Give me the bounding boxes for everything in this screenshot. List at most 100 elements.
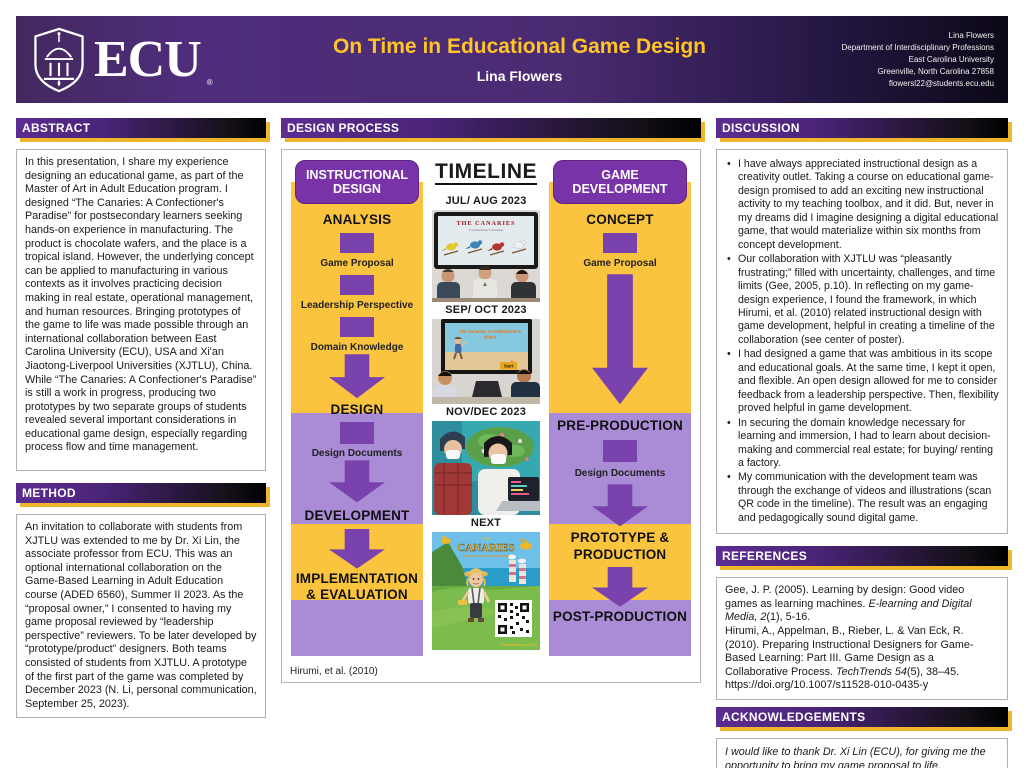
start-button-label: Start: [504, 364, 514, 369]
canary-birds: [441, 240, 527, 252]
step-domain-knowledge: Domain Knowledge: [310, 342, 404, 354]
down-arrow-long-icon: [592, 274, 648, 405]
beach-character: [453, 337, 467, 360]
flow-connector: [340, 422, 374, 445]
down-arrow-icon: [592, 566, 648, 607]
down-arrow-icon: [329, 460, 385, 503]
method-heading: METHOD: [16, 483, 266, 503]
timeline-photo-nov-dec: [432, 421, 540, 516]
discussion-bullet: I have always appreciated instructional …: [725, 158, 999, 252]
timeline-title: TIMELINE: [435, 160, 537, 186]
contact-name: Lina Flowers: [948, 30, 994, 40]
timeline: TIMELINE JUL/ AUG 2023 THE CANARIES A Co…: [427, 160, 545, 652]
poster-credit: ©LinaFlowers 2023: [501, 642, 538, 647]
instructional-design-flow: INSTRUCTIONAL DESIGN ANALYSIS Game Propo…: [291, 160, 423, 656]
canary-bird: [440, 535, 532, 550]
screen-title: THE CANARIES: [457, 220, 516, 227]
poster-body: ABSTRACT In this presentation, I share m…: [16, 118, 1008, 768]
screen-subtitle: A Confectioner's Paradise: [469, 228, 504, 232]
flow-connector: [340, 275, 374, 296]
timeline-date-2: SEP/ OCT 2023: [445, 304, 527, 317]
down-arrow-icon: [329, 354, 385, 399]
instructional-design-badge: INSTRUCTIONAL DESIGN: [295, 160, 419, 204]
reference-entry: Gee, J. P. (2005). Learning by design: G…: [725, 584, 972, 624]
start-button: [500, 362, 517, 370]
references-heading: REFERENCES: [716, 546, 1008, 567]
poster-title-main: CANARIES: [457, 542, 514, 554]
laptop: [496, 477, 540, 512]
phase-prototype-production: PROTOTYPE & PRODUCTION: [570, 530, 670, 562]
ecu-logo-text: ECU: [94, 30, 202, 88]
timeline-photo-sep-oct: The Canaries: A Confectioner's Island St…: [432, 319, 540, 405]
phase-pre-production: PRE-PRODUCTION: [557, 418, 683, 434]
discussion-bullet: I had designed a game that was ambitious…: [725, 348, 999, 415]
acknowledgements-heading: ACKNOWLEDGEMENTS: [716, 706, 1008, 727]
poster-header: ECU ® On Time in Educational Game Design…: [16, 16, 1008, 103]
phase-analysis: ANALYSIS: [322, 212, 392, 227]
right-column: DISCUSSION I have always appreciated ins…: [716, 118, 1008, 768]
contact-department: Department of Interdisciplinary Professi…: [841, 42, 994, 52]
registered-mark: ®: [206, 77, 213, 87]
contact-block: Lina Flowers Department of Interdiscipli…: [809, 30, 994, 90]
discussion-bullet: In securing the domain knowledge necessa…: [725, 417, 999, 471]
phase-post-production: POST-PRODUCTION: [552, 608, 688, 624]
phase-implementation-evaluation: IMPLEMENTATION & EVALUATION: [295, 570, 419, 602]
screen-title-line2: Island: [484, 335, 497, 340]
phase-development: DEVELOPMENT: [304, 508, 410, 524]
poster-title: On Time in Educational Game Design: [332, 35, 707, 58]
qr-code: [495, 600, 532, 638]
timeline-date-1: JUL/ AUG 2023: [445, 195, 527, 208]
screen-title-line1: The Canaries: A Confectioner's: [459, 329, 522, 334]
people: [432, 266, 540, 303]
poster-subtitle: A CONFECTIONER'S PARADISE: [463, 554, 509, 558]
contact-university: East Carolina University: [908, 54, 994, 64]
discussion-heading: DISCUSSION: [716, 118, 1008, 138]
timeline-photo-jul-aug: THE CANARIES A Confectioner's Paradise: [432, 210, 540, 303]
middle-column: DESIGN PROCESS INSTRUCTIONAL DESIGN ANAL…: [281, 118, 701, 768]
timeline-date-3: NOV/DEC 2023: [445, 406, 527, 419]
abstract-panel: In this presentation, I share my experie…: [16, 149, 266, 471]
poster-title-the: THE: [482, 536, 490, 541]
contact-email: flowersl22@students.ecu.edu: [888, 78, 994, 88]
discussion-bullets: I have always appreciated instructional …: [725, 158, 999, 525]
design-process-panel: INSTRUCTIONAL DESIGN ANALYSIS Game Propo…: [281, 149, 701, 683]
reference-entry: Hirumi, A., Appelman, B., Rieber, L. & V…: [725, 625, 974, 692]
discussion-bullet: My communication with the development te…: [725, 471, 999, 525]
design-process-heading: DESIGN PROCESS: [281, 118, 701, 138]
step-design-documents: Design Documents: [574, 468, 666, 480]
discussion-bullet: Our collaboration with XJTLU was “pleasa…: [725, 253, 999, 347]
flow-connector: [340, 233, 374, 254]
discussion-panel: I have always appreciated instructional …: [716, 149, 1008, 535]
game-development-badge: GAME DEVELOPMENT: [553, 160, 687, 204]
flow-connector: [603, 440, 637, 463]
step-game-proposal: Game Proposal: [583, 258, 657, 270]
people: [432, 369, 540, 405]
header-title-block: On Time in Educational Game Design Lina …: [230, 35, 809, 84]
flow-connector: [340, 317, 374, 338]
references-panel: Gee, J. P. (2005). Learning by design: G…: [716, 577, 1008, 700]
abstract-heading: ABSTRACT: [16, 118, 266, 138]
ecu-logo: ECU ®: [30, 27, 230, 93]
framework-caption: Hirumi, et al. (2010): [290, 666, 378, 677]
candy-factory: [508, 554, 526, 585]
game-poster-next: THE CANARIES A CONFECTIONER'S PARADISE: [432, 532, 540, 651]
contact-city: Greenville, North Carolina 27858: [877, 66, 994, 76]
game-development-flow: GAME DEVELOPMENT CONCEPT Game Proposal P…: [549, 160, 691, 656]
game-character: [458, 568, 491, 623]
method-panel: An invitation to collaborate with studen…: [16, 514, 266, 719]
acknowledgements-panel: I would like to thank Dr. Xi Lin (ECU), …: [716, 737, 1008, 768]
branches: [443, 248, 527, 256]
poster-author: Lina Flowers: [476, 68, 563, 84]
step-game-proposal: Game Proposal: [320, 258, 394, 270]
left-column: ABSTRACT In this presentation, I share m…: [16, 118, 266, 768]
down-arrow-icon: [592, 484, 648, 527]
phase-design: DESIGN: [330, 402, 384, 418]
ecu-shield-icon: [34, 27, 84, 92]
phase-concept: CONCEPT: [586, 212, 654, 227]
step-design-documents: Design Documents: [311, 448, 403, 460]
step-leadership-perspective: Leadership Perspective: [300, 300, 414, 312]
down-arrow-icon: [329, 528, 385, 569]
flow-connector: [603, 233, 637, 254]
timeline-label-next: NEXT: [470, 517, 502, 530]
